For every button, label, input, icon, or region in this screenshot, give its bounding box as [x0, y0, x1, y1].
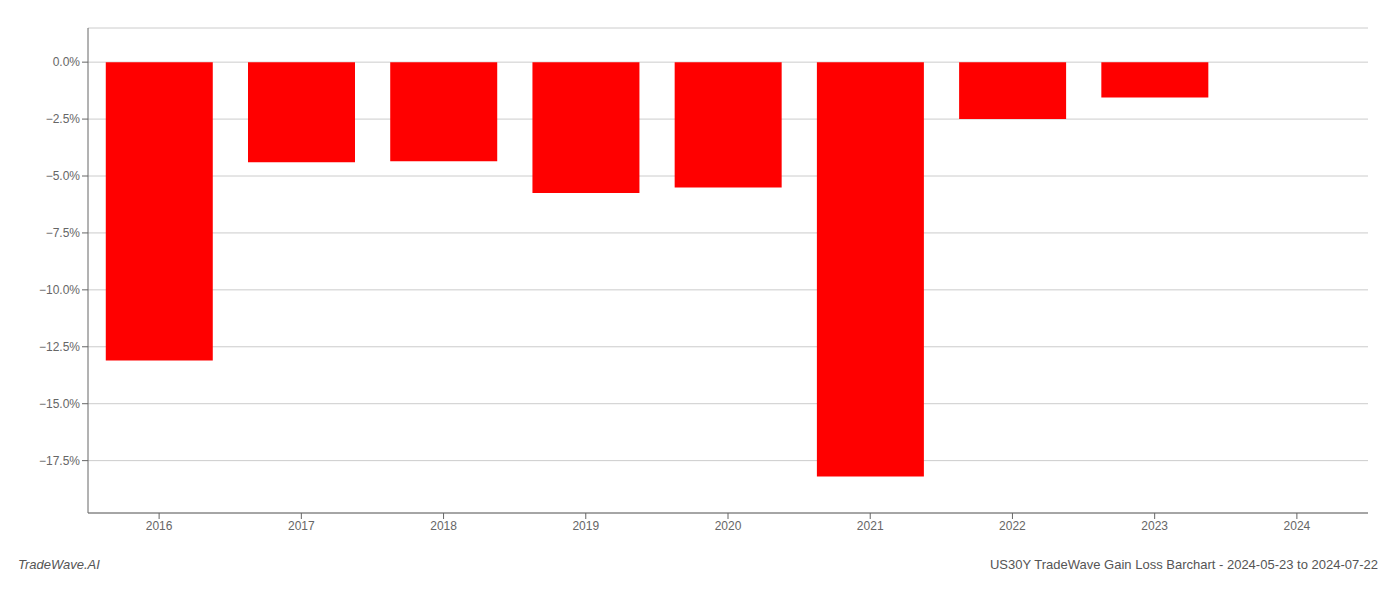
- svg-text:−5.0%: −5.0%: [46, 169, 81, 183]
- svg-text:−2.5%: −2.5%: [46, 112, 81, 126]
- svg-text:2016: 2016: [146, 519, 173, 533]
- svg-text:−10.0%: −10.0%: [39, 283, 80, 297]
- svg-text:2021: 2021: [857, 519, 884, 533]
- svg-text:2023: 2023: [1141, 519, 1168, 533]
- svg-text:2022: 2022: [999, 519, 1026, 533]
- svg-text:−15.0%: −15.0%: [39, 397, 80, 411]
- svg-text:2017: 2017: [288, 519, 315, 533]
- svg-text:2020: 2020: [715, 519, 742, 533]
- svg-text:0.0%: 0.0%: [53, 55, 81, 69]
- svg-text:−17.5%: −17.5%: [39, 454, 80, 468]
- html-text:US30Y TradeWave Gain Loss Barc: US30Y TradeWave Gain Loss Barchart - 202…: [989, 557, 1378, 572]
- html-text:TradeWave.AI: TradeWave.AI: [18, 557, 100, 572]
- svg-text:2019: 2019: [572, 519, 599, 533]
- svg-text:2018: 2018: [430, 519, 457, 533]
- svg-text:2024: 2024: [1284, 519, 1311, 533]
- svg-text:−7.5%: −7.5%: [46, 226, 81, 240]
- svg-text:−12.5%: −12.5%: [39, 340, 80, 354]
